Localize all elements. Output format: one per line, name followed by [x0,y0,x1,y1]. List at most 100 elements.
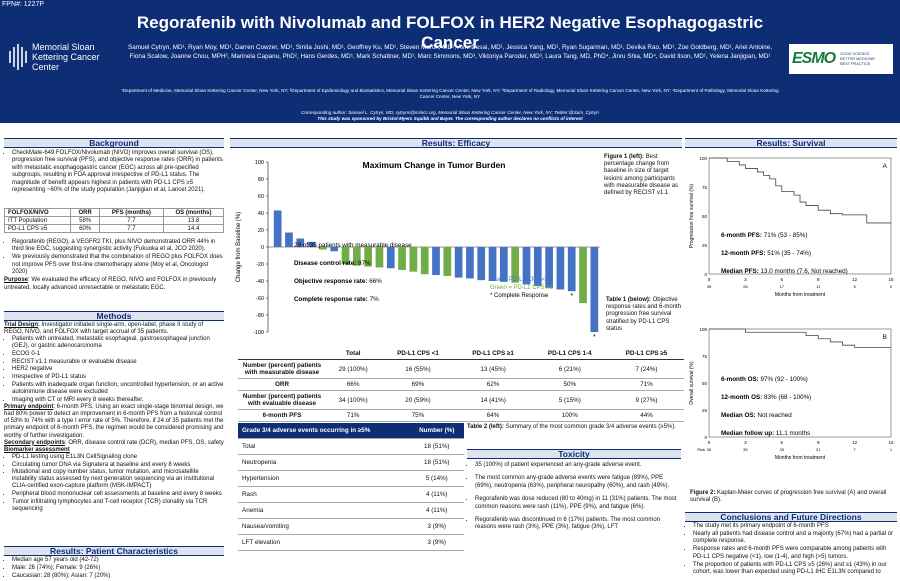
table-row: ITT Population 58% 7.7 13.8 [3,216,224,225]
legend-complete-response: * Complete Response [490,293,549,299]
waterfall-bar [409,247,418,272]
table-row: PD-L1 CPS ≥5 60% 7.7 14.4 [3,224,224,233]
table2-caption: Table 2 (left): Summary of the most comm… [467,424,676,430]
km-risk-label: Risk [697,447,705,452]
km-x-tick-label: 12 [852,277,858,282]
os-km-chart: B 100 75 50 25 00 3 6 9 12 15 Months from treatment… [689,327,894,461]
corresponding-author: Corresponding author: Samuel L. Cytryn, … [301,110,599,121]
waterfall-bar [375,247,384,268]
waterfall-bar [556,247,565,290]
complete-response-marker: * [593,334,596,341]
methods-heading: Methods [4,311,224,321]
y-tick-label: -80 [256,313,264,319]
km-curve [709,328,891,348]
waterfall-chart: Maximum Change in Tumor Burden 100 80 60 40 2… [236,160,600,341]
dcr-line: Disease control rate: 97% [294,260,371,267]
waterfall-bar [579,247,587,304]
affiliations: ¹Department of Medicine, Memorial Sloan … [121,88,779,99]
km-risk-count: 33 [780,447,785,452]
orr-pfs-table: Total PD-L1 CPS <1 PD-L1 CPS ≥1 PD-L1 CPS 1… [238,348,684,422]
y-tick-label: -40 [256,279,264,285]
km-x-axis-label: Months from treatment [775,292,826,298]
km-x-tick-label: 15 [888,440,894,445]
km-x-tick-label: 12 [852,440,858,445]
km-y-tick-label: 75 [702,185,708,190]
km-y-tick-label: 50 [702,381,708,386]
table-row: Nausea/vomiting 3 (9%) [238,518,464,535]
waterfall-bar [420,247,429,275]
table-row: Total 18 (51%) [238,438,464,455]
author-list: Samuel Cytryn, MD¹, Ryan Moy, MD¹, Darre… [128,44,772,60]
waterfall-bar [386,247,395,269]
y-tick-label: 80 [258,177,264,183]
km-y-tick-label: 100 [699,156,707,161]
km-x-tick-label: 0 [708,277,711,282]
waterfall-bar [285,232,293,247]
esmo-logo: ESMO GOOD SCIENCE BETTER MEDICINE BEST PRA… [789,44,893,74]
waterfall-bar [522,247,531,285]
waterfall-bar [319,247,327,250]
km-x-tick-label: 6 [781,277,784,282]
survival-heading: Results: Survival [685,138,897,148]
waterfall-bar [500,247,508,282]
pfs-median: Median PFS: 13.0 months (7.6, Not reache… [721,268,848,275]
orr-line: Objective response rate: 66% [294,278,382,285]
km-x-tick-label: 9 [817,440,820,445]
table-row: Number (percent) patients with measurabl… [238,359,684,379]
waterfall-bar [466,247,474,279]
km-risk-count: 35 [743,447,748,452]
waterfall-bar [307,241,316,247]
waterfall-bar [273,210,282,247]
km-risk-count: 7 [853,447,856,452]
km-y-tick-label: 0 [704,435,707,440]
cr-line: Complete response rate: 7% [294,296,379,303]
km-y-tick-label: 25 [702,408,708,413]
waterfall-bar [432,247,440,276]
y-tick-label: 100 [255,160,264,166]
methods-body: Trial Design: Investigator initiated sin… [4,322,224,514]
waterfall-bar [533,247,542,287]
km-y-tick-label: 50 [702,214,708,219]
esmo-logo-mark: ESMO [792,50,836,67]
msk-logo-icon [9,44,27,70]
y-tick-label: -100 [253,330,264,336]
figure1-caption: Figure 1 (left): Best percentage change … [604,154,679,197]
measurable-summary: 29 of 35 patients with measurable diseas… [294,242,412,249]
legend-green: Green = PD-L1 CPS ≥1 [490,285,553,291]
table-row: Hypertension 5 (14%) [238,470,464,487]
km-frame [708,157,892,275]
waterfall-bar [590,247,599,332]
km-curve [709,157,891,224]
km-x-axis-label: Months from treatment [775,455,826,461]
efficacy-heading: Results: Efficacy [230,138,682,148]
y-tick-label: -20 [256,262,264,268]
km-x-tick-label: 9 [817,277,820,282]
figure2-caption: Figure 2: Kaplan-Meier curves of progres… [690,490,887,504]
km-risk-count: 35 [707,284,712,289]
y-axis-label: Change from Baseline (%) [236,212,242,282]
km-risk-count: 28 [743,284,748,289]
km-risk-count: 5 [853,284,856,289]
os-6month: 6-month OS: 97% (92 - 100%) [721,376,808,383]
km-risk-count: 35 [707,447,712,452]
esmo-tagline: GOOD SCIENCE BETTER MEDICINE BEST PRACTICE [840,51,875,66]
waterfall-bar [330,247,339,252]
km-frame [708,328,892,438]
km-x-tick-label: 15 [888,277,894,282]
waterfall-bar [364,247,372,267]
table-row: Anemia 4 (11%) [238,502,464,519]
waterfall-bar [567,247,576,292]
msk-logo-text: Memorial Sloan Kettering Cancer Center [32,42,100,72]
table-row: 6-month PFS 71% 75% 64% 100% 44% [238,409,684,422]
waterfall-bar [454,247,463,278]
msk-logo: Memorial Sloan Kettering Cancer Center [8,40,116,74]
legend-blue: Blue = PD-L1 CPS <1 [490,277,549,283]
background-heading: Background [4,138,224,148]
table-row: Neutropenia 18 (51%) [238,454,464,471]
os-12month: 12-month OS: 83% (68 - 100%) [721,394,811,401]
waterfall-bar [398,247,406,270]
waterfall-bar [545,247,553,288]
km-risk-count: 21 [816,447,821,452]
poster-header: FPN#: 1227P Memorial Sloan Kettering Can… [0,0,900,123]
